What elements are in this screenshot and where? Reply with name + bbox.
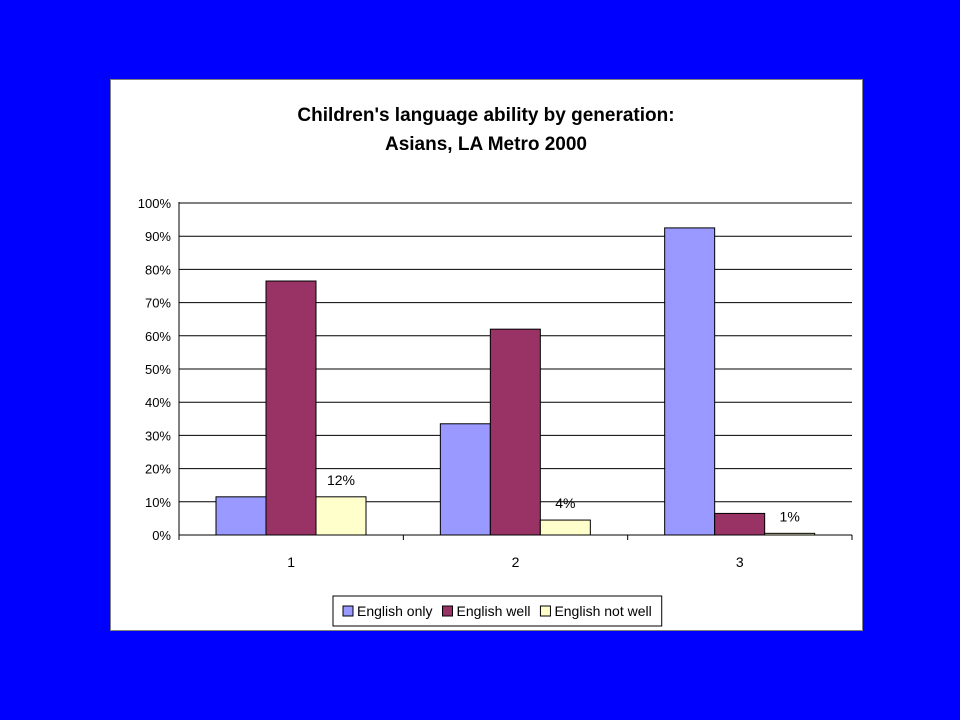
x-tick-label: 1 [287, 554, 295, 570]
legend-swatch [539, 605, 551, 617]
data-labels: 12% 4% 1% [327, 472, 800, 525]
legend-box [332, 595, 663, 627]
legend-swatch [442, 605, 453, 617]
chart-subtitle: Asians, LA Metro 2000 [385, 134, 587, 155]
chart-title: Children's language ability by generatio… [297, 105, 674, 126]
legend-entry-label: English not well [554, 603, 651, 619]
bar-english-well [489, 328, 541, 536]
chart-panel: Children's language ability by generatio… [110, 79, 863, 631]
data-label: 1% [780, 508, 800, 524]
legend-entry-label: English only [357, 603, 433, 619]
y-tick-label: 80% [145, 262, 171, 277]
bar-english-not-well [539, 519, 591, 536]
data-label: 4% [555, 495, 575, 511]
bar-english-well [265, 280, 317, 536]
y-tick-label: 70% [145, 296, 171, 311]
legend-entry-label: English well [457, 603, 531, 619]
y-tick-label: 20% [145, 462, 171, 477]
y-tick-label: 30% [145, 428, 171, 443]
y-tick-labels: 0% 10% 20% 30% 40% 50% 60% 70% 80% 90% 100% [138, 196, 172, 543]
x-tick-label: 2 [512, 554, 520, 570]
bar-english-well [714, 512, 766, 536]
bars [215, 227, 816, 536]
bar-english-not-well [315, 496, 367, 536]
y-tick-label: 40% [145, 395, 171, 410]
y-tick-label: 100% [138, 196, 172, 211]
legend: English only English well English not well [332, 595, 663, 627]
y-tick-label: 90% [145, 229, 171, 244]
legend-swatch [342, 605, 354, 617]
bar-english-only [664, 227, 716, 536]
bar-english-only [215, 496, 267, 536]
y-tick-label: 50% [145, 362, 171, 377]
y-tick-label: 10% [145, 495, 171, 510]
x-tick-labels: 1 2 3 [287, 554, 744, 570]
axes [178, 202, 853, 540]
data-label: 12% [327, 472, 355, 488]
x-tick-label: 3 [736, 554, 744, 570]
chart-svg: Children's language ability by generatio… [138, 105, 853, 627]
y-tick-label: 0% [152, 528, 171, 543]
y-tick-label: 60% [145, 329, 171, 344]
bar-english-only [439, 423, 491, 536]
